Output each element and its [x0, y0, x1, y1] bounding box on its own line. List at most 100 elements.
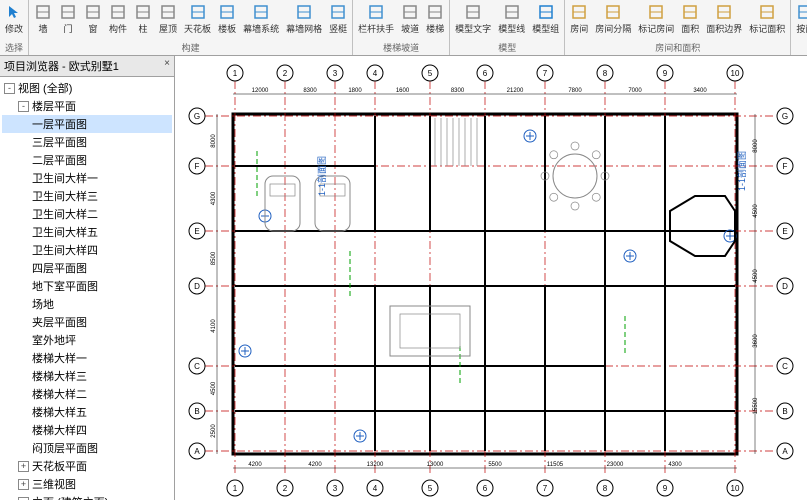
tree-node[interactable]: -立面 (建筑立面) — [2, 493, 172, 500]
model-group-icon — [537, 3, 555, 21]
ribbon-area-button[interactable]: 面积 — [678, 2, 702, 36]
svg-text:13200: 13200 — [367, 462, 384, 468]
ribbon-tag-room-button[interactable]: 标记房间 — [635, 2, 677, 36]
svg-text:11505: 11505 — [547, 462, 564, 468]
tree-node[interactable]: 室外地坪 — [2, 331, 172, 349]
ribbon-roof-button[interactable]: 屋顶 — [156, 2, 180, 36]
svg-text:12000: 12000 — [252, 88, 269, 94]
tree-label: 楼梯大样二 — [32, 386, 87, 402]
svg-text:C: C — [194, 362, 200, 371]
svg-text:10: 10 — [731, 484, 740, 493]
svg-text:8000: 8000 — [753, 139, 759, 153]
cursor-icon — [5, 3, 23, 21]
ribbon-component-button[interactable]: 构件 — [106, 2, 130, 36]
ribbon-column-button[interactable]: 柱 — [131, 2, 155, 36]
drawing-viewport[interactable]: 1122334455667788991010GGFFEEDDCCBBAA1200… — [175, 56, 807, 500]
ribbon-model-group-button[interactable]: 模型组 — [529, 2, 562, 36]
svg-text:E: E — [194, 227, 199, 236]
ribbon-door-button[interactable]: 门 — [56, 2, 80, 36]
tree-toggle-icon[interactable]: - — [18, 497, 29, 500]
tree-node[interactable]: 闷顶层平面图 — [2, 439, 172, 457]
ribbon-model-text-button[interactable]: 模型文字 — [452, 2, 494, 36]
ribbon-label: 标记面积 — [749, 22, 785, 35]
tree-label: 室外地坪 — [32, 332, 76, 348]
tree-node[interactable]: -视图 (全部) — [2, 79, 172, 97]
ribbon-label: 面积边界 — [706, 22, 742, 35]
ribbon-stair-button[interactable]: 楼梯 — [423, 2, 447, 36]
tree-label: 楼梯大样三 — [32, 368, 87, 384]
project-tree: -视图 (全部)-楼层平面一层平面图三层平面图二层平面图卫生间大样一卫生间大样三… — [0, 77, 174, 500]
roof-icon — [159, 3, 177, 21]
svg-text:1600: 1600 — [396, 88, 410, 94]
tree-toggle-icon[interactable]: - — [18, 101, 29, 112]
tree-toggle-icon[interactable]: - — [4, 83, 15, 94]
tree-node[interactable]: 卫生间大样三 — [2, 187, 172, 205]
svg-text:D: D — [782, 282, 788, 291]
model-text-icon — [464, 3, 482, 21]
ribbon-label: 幕墙网格 — [286, 22, 322, 35]
tree-toggle-icon[interactable]: + — [18, 461, 29, 472]
tree-node[interactable]: 三层平面图 — [2, 133, 172, 151]
ribbon-tag-area-button[interactable]: 标记面积 — [746, 2, 788, 36]
ribbon-curtain-system-button[interactable]: 幕墙系统 — [240, 2, 282, 36]
tree-node[interactable]: 场地 — [2, 295, 172, 313]
tree-label: 视图 (全部) — [18, 80, 72, 96]
tree-node[interactable]: 地下室平面图 — [2, 277, 172, 295]
close-icon[interactable]: × — [164, 58, 170, 69]
svg-text:1: 1 — [233, 69, 238, 78]
svg-text:6: 6 — [483, 69, 488, 78]
tree-node[interactable]: 卫生间大样二 — [2, 205, 172, 223]
svg-text:7: 7 — [543, 69, 548, 78]
tree-label: 卫生间大样四 — [32, 242, 98, 258]
tree-node[interactable]: -楼层平面 — [2, 97, 172, 115]
svg-text:4500: 4500 — [211, 381, 217, 395]
tree-toggle-icon[interactable]: + — [18, 479, 29, 490]
ribbon-mullion-button[interactable]: 竖梃 — [326, 2, 350, 36]
ribbon-window-button[interactable]: 窗 — [81, 2, 105, 36]
tag-area-icon — [758, 3, 776, 21]
ribbon-area-bound-button[interactable]: 面积边界 — [703, 2, 745, 36]
svg-text:1-1剖面图: 1-1剖面图 — [736, 151, 747, 191]
tree-node[interactable]: 楼梯大样五 — [2, 403, 172, 421]
ribbon-model-line-button[interactable]: 模型线 — [495, 2, 528, 36]
ribbon-wall-button[interactable]: 墙 — [31, 2, 55, 36]
ribbon-label: 模型组 — [532, 22, 559, 35]
tree-node[interactable]: 一层平面图 — [2, 115, 172, 133]
curtain-grid-icon — [295, 3, 313, 21]
ribbon-ramp-button[interactable]: 坡道 — [398, 2, 422, 36]
ribbon-group-label: 楼梯坡道 — [353, 40, 449, 55]
tree-node[interactable]: 卫生间大样五 — [2, 223, 172, 241]
tree-label: 楼层平面 — [32, 98, 76, 114]
tree-node[interactable]: 卫生间大样四 — [2, 241, 172, 259]
svg-text:6: 6 — [483, 484, 488, 493]
ribbon-label: 房间 — [570, 22, 588, 35]
tree-label: 地下室平面图 — [32, 278, 98, 294]
tree-node[interactable]: 楼梯大样二 — [2, 385, 172, 403]
tree-node[interactable]: 楼梯大样四 — [2, 421, 172, 439]
ribbon-cursor-button[interactable]: 修改 — [2, 2, 26, 36]
svg-text:4200: 4200 — [248, 462, 262, 468]
tree-label: 卫生间大样一 — [32, 170, 98, 186]
tree-node[interactable]: 楼梯大样三 — [2, 367, 172, 385]
ribbon-by-face-button[interactable]: 按面 — [793, 2, 807, 36]
svg-text:4500: 4500 — [753, 269, 759, 283]
ribbon-railing-button[interactable]: 栏杆扶手 — [355, 2, 397, 36]
ribbon-room-sep-button[interactable]: 房间分隔 — [592, 2, 634, 36]
svg-text:8300: 8300 — [451, 88, 465, 94]
svg-text:5: 5 — [428, 484, 433, 493]
tree-label: 四层平面图 — [32, 260, 87, 276]
tree-node[interactable]: 二层平面图 — [2, 151, 172, 169]
tree-node[interactable]: +天花板平面 — [2, 457, 172, 475]
ribbon-label: 天花板 — [184, 22, 211, 35]
tree-node[interactable]: +三维视图 — [2, 475, 172, 493]
ribbon-ceiling-button[interactable]: 天花板 — [181, 2, 214, 36]
tree-node[interactable]: 四层平面图 — [2, 259, 172, 277]
tree-node[interactable]: 卫生间大样一 — [2, 169, 172, 187]
svg-text:E: E — [782, 227, 787, 236]
tree-node[interactable]: 楼梯大样一 — [2, 349, 172, 367]
tree-node[interactable]: 夹层平面图 — [2, 313, 172, 331]
ribbon-room-button[interactable]: 房间 — [567, 2, 591, 36]
ribbon-floor-button[interactable]: 楼板 — [215, 2, 239, 36]
door-icon — [59, 3, 77, 21]
ribbon-curtain-grid-button[interactable]: 幕墙网格 — [283, 2, 325, 36]
